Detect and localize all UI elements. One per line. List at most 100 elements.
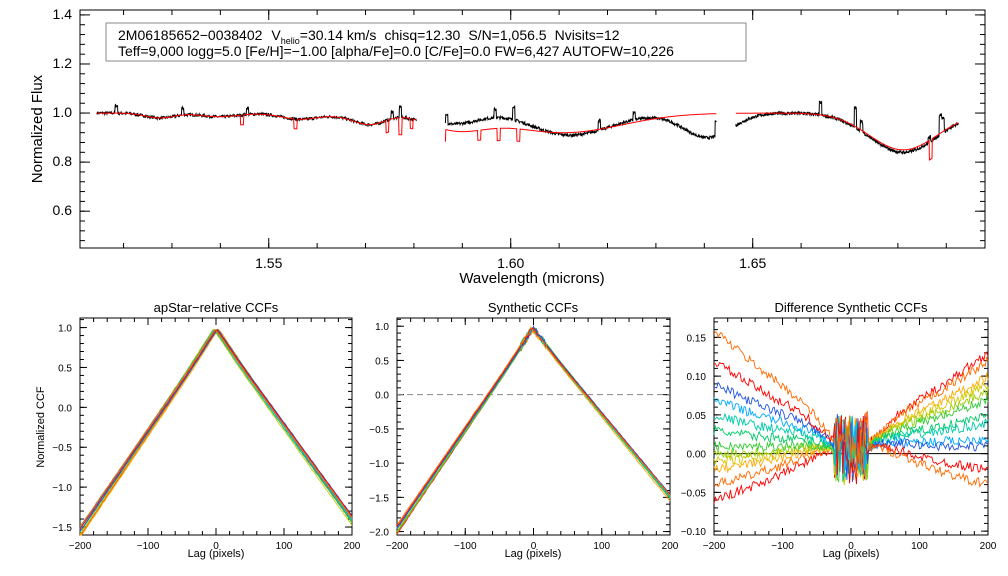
y-tick-label: −1.5 — [52, 523, 72, 534]
model-spectrum-line — [444, 113, 717, 142]
y-tick-label: −1.5 — [369, 493, 389, 504]
spectrum-ylabel: Normalized Flux — [29, 74, 46, 183]
model-spectrum-line — [735, 112, 959, 161]
y-tick-label: 1.0 — [58, 324, 72, 335]
difference-ccf-panel: Difference Synthetic CCFs −200 −100 0 100 20… — [681, 300, 997, 560]
apstar-ccf-xlabel: Lag (pixels) — [188, 548, 245, 560]
vhelio-value: =30.14 km/s — [300, 27, 377, 43]
difference-ccf-ticks: −200 −100 0 100 200 −0.10 −0.05 0.00 0.05 0.10 0.1… — [681, 318, 997, 552]
y-tick-label: −0.5 — [52, 443, 72, 454]
ccf-series-line — [79, 329, 353, 535]
y-tick-label: 0.05 — [687, 411, 707, 422]
x-tick-label: 200 — [980, 541, 997, 552]
ccf-series-line — [396, 325, 671, 530]
x-tick-label: 0 — [531, 541, 537, 552]
x-tick-label: 0 — [213, 541, 219, 552]
x-tick-label: 1.65 — [739, 255, 766, 271]
spectrum-series — [96, 100, 959, 161]
apstar-ccf-title: apStar−relative CCFs — [154, 300, 279, 315]
info-box: 2M06185652−0038402 Vhelio=30.14 km/s chisq… — [105, 22, 747, 62]
spectrum-frame — [79, 9, 986, 249]
x-tick-label: 200 — [662, 541, 679, 552]
ccf-series-line — [396, 327, 671, 532]
x-tick-label: −200 — [69, 541, 92, 552]
ccf-series-line — [396, 327, 671, 529]
apstar-ccf-series — [79, 328, 353, 536]
y-tick-label: 0.0 — [58, 403, 72, 414]
star-id: 2M06185652−0038402 — [118, 27, 263, 43]
x-tick-label: −100 — [454, 541, 477, 552]
spectrum-panel: 1.55 1.60 1.65 0.6 0.8 1.0 1.2 1.4 Wavelength (… — [29, 6, 986, 287]
ccf-series-line — [79, 328, 353, 536]
y-tick-label: 1.2 — [53, 55, 73, 71]
difference-ccf-series — [713, 331, 989, 504]
y-tick-label: 0.10 — [687, 372, 707, 383]
y-tick-label: 0.8 — [53, 153, 73, 169]
ccf-series-line — [713, 412, 989, 481]
ccf-series-line — [713, 331, 989, 489]
synthetic-ccf-frame — [396, 317, 671, 536]
x-tick-label: 100 — [276, 541, 293, 552]
ccf-series-line — [79, 329, 353, 529]
y-tick-label: 0.5 — [375, 356, 389, 367]
x-tick-label: 100 — [911, 541, 928, 552]
ccf-series-line — [396, 328, 671, 532]
model-spectrum-line — [96, 112, 417, 136]
ccf-series-line — [713, 412, 989, 477]
vhelio-subscript: helio — [281, 36, 300, 46]
ccf-series-line — [79, 328, 353, 529]
y-tick-label: 0.0 — [375, 391, 389, 402]
ccf-series-line — [396, 327, 671, 535]
nvisits-value: Nvisits=12 — [555, 27, 620, 43]
apstar-ccf-ylabel: Normalized CCF — [35, 386, 47, 468]
ccf-series-line — [79, 329, 353, 536]
info-box-frame — [105, 22, 747, 62]
x-tick-label: 200 — [344, 541, 361, 552]
ccf-series-line — [713, 397, 989, 480]
chisq-value: chisq=12.30 — [384, 27, 460, 43]
y-tick-label: −0.5 — [369, 425, 389, 436]
observed-spectrum-line — [96, 103, 417, 128]
y-tick-label: 1.0 — [375, 322, 389, 333]
y-tick-label: −0.05 — [681, 488, 707, 499]
info-line-1: 2M06185652−0038402 Vhelio=30.14 km/s chisq… — [118, 27, 620, 46]
ccf-series-line — [79, 329, 353, 533]
y-tick-label: 0.5 — [58, 363, 72, 374]
y-tick-label: 0.00 — [687, 450, 707, 461]
ccf-series-line — [396, 327, 671, 529]
difference-ccf-title: Difference Synthetic CCFs — [775, 300, 928, 315]
ccf-series-line — [713, 381, 989, 483]
ccf-series-line — [80, 328, 353, 536]
apstar-ccf-frame — [79, 317, 353, 536]
ccf-series-line — [396, 327, 671, 533]
ccf-series-line — [396, 326, 671, 535]
spectrum-xlabel: Wavelength (microns) — [459, 270, 604, 287]
synthetic-ccf-series — [396, 324, 671, 535]
x-tick-label: −100 — [771, 541, 794, 552]
apstar-ccf-panel: apStar−relative CCFs −200 −100 0 100 200 −1.5… — [35, 300, 361, 560]
ccf-series-line — [396, 327, 671, 526]
y-tick-label: −0.10 — [681, 527, 707, 538]
apstar-ccf-ticks: −200 −100 0 100 200 −1.5 −1.0 −0.5 0.0 0.5 1.0 — [52, 318, 361, 552]
difference-ccf-xlabel: Lag (pixels) — [823, 548, 880, 560]
ccf-series-line — [79, 329, 353, 530]
synthetic-ccf-ticks: −200 −100 0 100 200 −2.0 −1.5 −1.0 −0.5 0.0 0.5 1.0 — [369, 318, 679, 552]
ccf-series-line — [396, 324, 671, 530]
y-tick-label: 0.6 — [53, 202, 73, 218]
synthetic-ccf-xlabel: Lag (pixels) — [505, 548, 562, 560]
x-tick-label: 1.60 — [497, 255, 524, 271]
info-line-2: Teff=9,000 logg=5.0 [Fe/H]=−1.00 [alpha/… — [118, 43, 674, 59]
ccf-series-line — [79, 328, 353, 532]
ccf-series-line — [79, 328, 353, 527]
x-tick-label: −200 — [703, 541, 726, 552]
ccf-series-line — [396, 327, 671, 528]
x-tick-label: 1.55 — [255, 255, 282, 271]
y-tick-label: −2.0 — [369, 528, 389, 539]
y-tick-label: −1.0 — [369, 459, 389, 470]
x-tick-label: 0 — [848, 541, 854, 552]
synthetic-ccf-panel: Synthetic CCFs −200 −100 0 100 200 −2.0 −1.5 −1… — [369, 300, 679, 560]
x-tick-label: −200 — [386, 541, 409, 552]
synthetic-ccf-title: Synthetic CCFs — [488, 300, 579, 315]
observed-spectrum-line — [444, 105, 717, 141]
x-tick-label: −100 — [137, 541, 160, 552]
